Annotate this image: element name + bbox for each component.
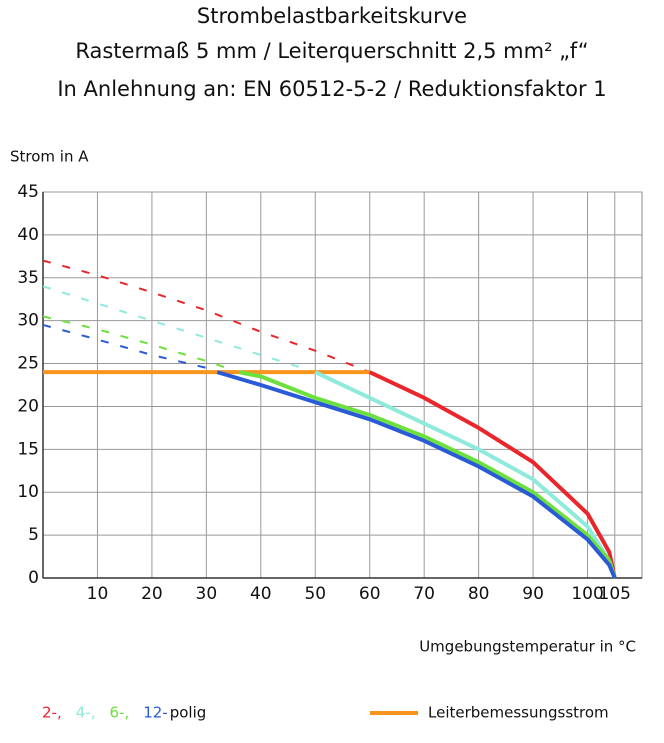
legend-label: 4-, [76,704,96,722]
series-line-dashed [42,315,240,374]
legend-label: 12- [143,704,168,722]
x-tick-label: 60 [359,584,381,604]
chart-title: Strombelastbarkeitskurve [197,4,467,28]
x-tick-label: 50 [304,584,326,604]
x-tick-label: 90 [522,584,544,604]
y-tick-label: 20 [17,396,39,416]
legend-label: 2-, [42,704,62,722]
y-tick-label: 35 [17,268,39,288]
legend-label: Leiterbemessungsstrom [428,704,609,722]
x-tick-label: 80 [468,584,490,604]
series-line [368,370,617,579]
y-tick-label: 5 [28,525,39,545]
y-tick-label: 25 [17,354,39,374]
legend-label: 6-, [109,704,129,722]
y-tick-label: 0 [28,568,39,588]
y-tick-label: 10 [17,482,39,502]
y-tick-label: 30 [17,311,39,331]
y-axis-label: Strom in A [10,148,89,166]
x-tick-label: 30 [196,584,218,604]
legend-suffix: polig [170,704,207,722]
x-axis-label: Umgebungstemperatur in °C [419,638,636,656]
x-tick-label: 10 [87,584,109,604]
series-line-dashed [42,259,371,374]
x-tick-label: 40 [250,584,272,604]
series-line [216,370,617,579]
chart-subtitle: Rastermaß 5 mm / Leiterquerschnitt 2,5 m… [75,39,588,63]
y-tick-label: 45 [17,182,39,202]
series-line [238,370,617,579]
y-tick-label: 15 [17,439,39,459]
chart-subtitle: In Anlehnung an: EN 60512-5-2 / Reduktio… [57,77,606,101]
x-tick-label: 105 [599,584,631,604]
x-tick-label: 70 [413,584,435,604]
y-tick-label: 40 [17,225,39,245]
series-line-dashed [42,285,316,374]
x-tick-label: 100 [571,584,603,604]
x-tick-label: 20 [141,584,163,604]
